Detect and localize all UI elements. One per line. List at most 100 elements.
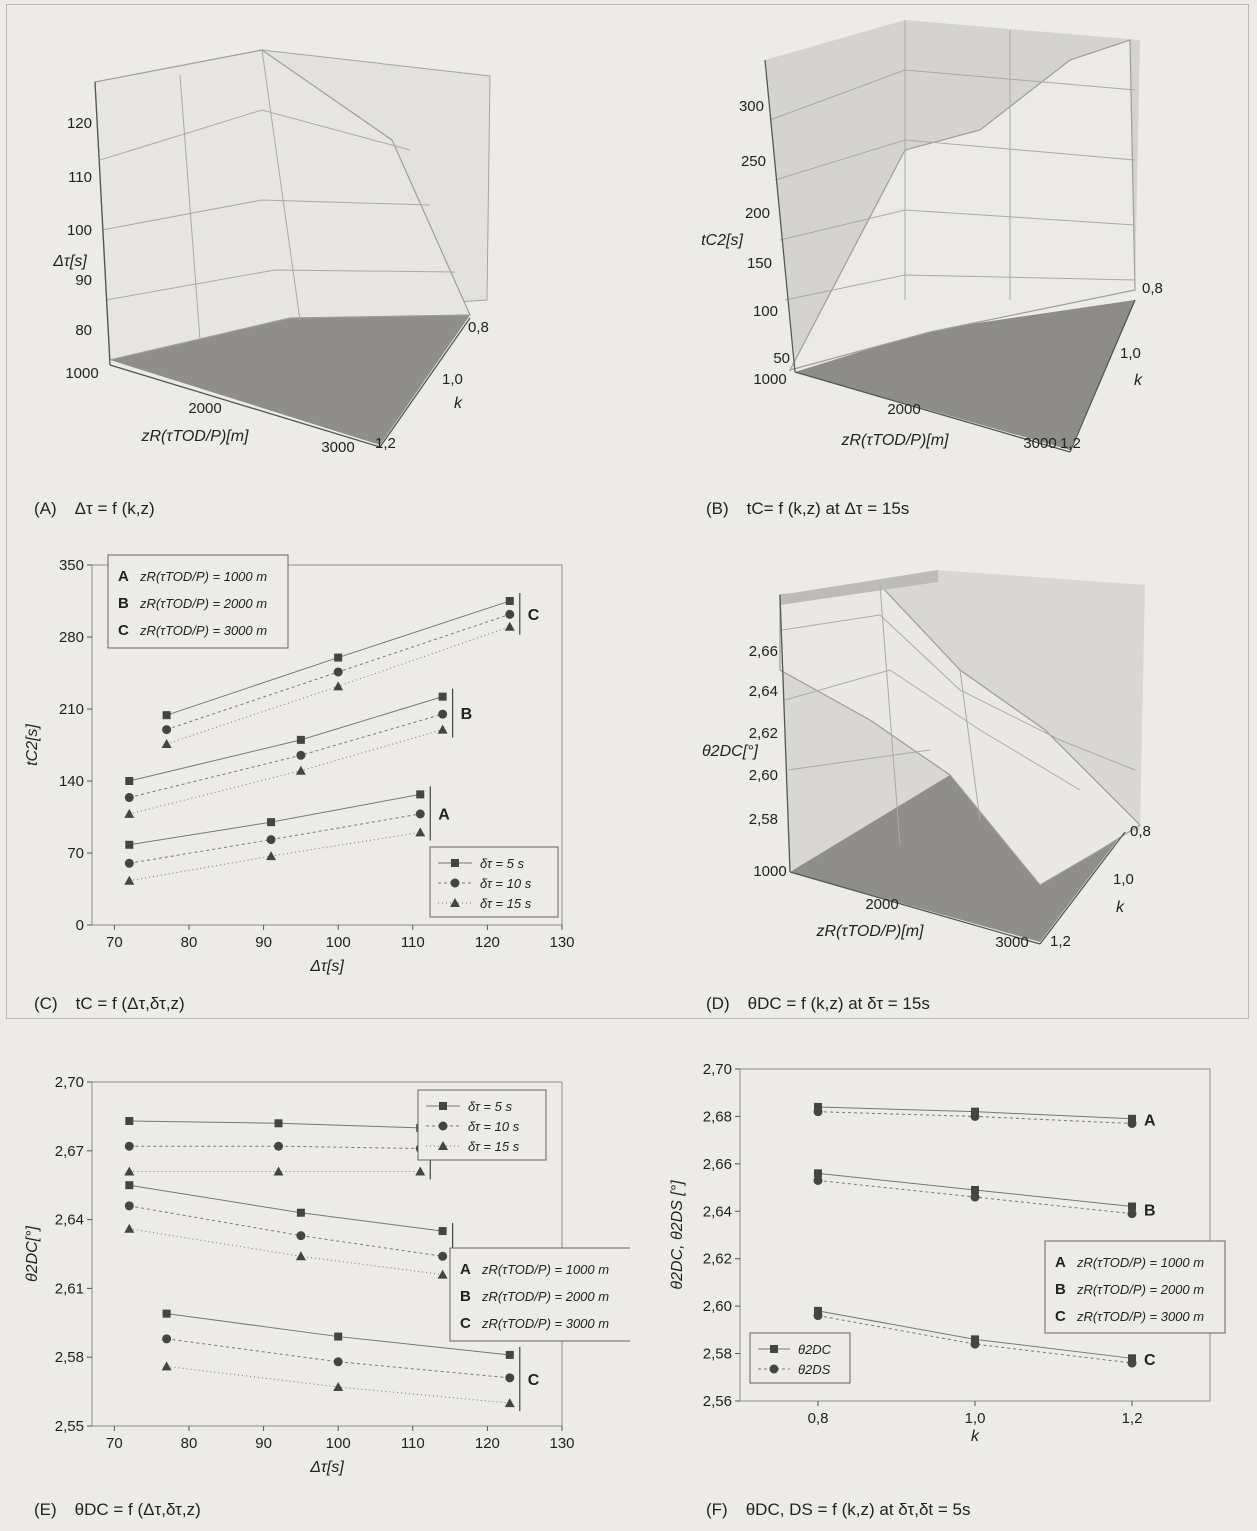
chart-c-point-triangle bbox=[124, 875, 135, 885]
chart-e-legend-marker bbox=[438, 1141, 448, 1150]
chart-c-group-legend-entry: zR(τTOD/P) = 1000 m bbox=[139, 569, 267, 584]
chart-f-y-tick: 2,66 bbox=[703, 1156, 732, 1173]
chart-b-x-tick: 2000 bbox=[887, 401, 920, 418]
chart-b-y-tick: 1,2 bbox=[1060, 435, 1081, 452]
chart-c-point-triangle bbox=[161, 738, 172, 748]
chart-e-point-circle bbox=[333, 1357, 343, 1367]
chart-c-group-legend-key: A bbox=[118, 568, 129, 585]
chart-c-point-square bbox=[296, 735, 305, 744]
chart-d-z-label: θ2DC[°] bbox=[702, 743, 759, 760]
chart-e-x-tick: 70 bbox=[106, 1435, 123, 1452]
caption-e-text: θDC = f (Δτ,δτ,z) bbox=[74, 1500, 201, 1519]
chart-c-x-tick: 70 bbox=[106, 934, 123, 951]
chart-f-y-tick: 2,64 bbox=[703, 1203, 732, 1220]
chart-f-y-tick: 2,68 bbox=[703, 1108, 732, 1125]
chart-b-z-tick: 300 bbox=[739, 98, 764, 115]
chart-c-group-tag: B bbox=[461, 706, 473, 723]
caption-b-id: (B) bbox=[706, 499, 729, 518]
chart-e-x-label: Δτ[s] bbox=[309, 1459, 344, 1476]
chart-d-x-label: zR(τTOD/P)[m] bbox=[815, 923, 924, 940]
caption-a-text: Δτ = f (k,z) bbox=[74, 499, 155, 518]
chart-c-point-circle bbox=[415, 809, 425, 819]
chart-e-group-legend-key: A bbox=[460, 1261, 471, 1278]
chart-c-group-tag: C bbox=[528, 607, 540, 624]
chart-e-point-square bbox=[505, 1350, 514, 1359]
chart-b-y-label: k bbox=[1134, 372, 1143, 389]
chart-f-marker-legend-box bbox=[749, 1332, 851, 1384]
chart-e-point-triangle bbox=[124, 1166, 135, 1176]
chart-e-point-triangle bbox=[273, 1166, 284, 1176]
chart-c-series-line bbox=[129, 696, 443, 782]
chart-d-surface: 2,58 2,60 2,62 2,64 2,66 1000 2000 3000 0,8 1,0 1,… bbox=[702, 570, 1151, 951]
chart-c-plot: 0 70 140 210 280 350 70 80 90 100 110 120 130 Δτ[s] tC… bbox=[24, 554, 575, 975]
chart-c-point-circle bbox=[438, 709, 448, 719]
chart-f-point-square bbox=[1128, 1202, 1136, 1211]
chart-f-point-circle bbox=[813, 1107, 823, 1117]
chart-c-point-triangle bbox=[333, 681, 344, 691]
caption-f-text: θDC, DS = f (k,z) at δτ,δt = 5s bbox=[745, 1500, 971, 1519]
chart-e-group-legend-key: C bbox=[460, 1315, 471, 1332]
caption-d-id: (D) bbox=[706, 994, 730, 1013]
chart-b-floor bbox=[795, 300, 1135, 450]
chart-b-x-tick: 1000 bbox=[753, 371, 786, 388]
chart-b-surface-sheet bbox=[788, 39, 1136, 371]
chart-e-point-square bbox=[334, 1332, 343, 1341]
chart-f-x-label: k bbox=[971, 1428, 980, 1445]
chart-e-group-legend-entry: zR(τTOD/P) = 2000 m bbox=[481, 1289, 609, 1304]
chart-c-legend-marker bbox=[450, 898, 460, 907]
chart-a-y-tick: 1,0 bbox=[442, 371, 463, 388]
chart-f-point-square bbox=[814, 1306, 822, 1315]
figure-frame bbox=[6, 4, 1249, 1019]
chart-e-point-circle bbox=[124, 1141, 134, 1151]
chart-e-y-tick: 2,55 bbox=[55, 1418, 84, 1435]
chart-a-z-tick: 90 bbox=[75, 272, 92, 289]
chart-c-y-tick: 0 bbox=[76, 917, 84, 934]
chart-e-point-circle bbox=[162, 1334, 172, 1344]
chart-f-point-square bbox=[1128, 1354, 1136, 1363]
chart-f-point-circle bbox=[1127, 1209, 1137, 1219]
chart-c-legend-entry: δτ = 10 s bbox=[480, 876, 532, 891]
chart-c-point-square bbox=[334, 653, 343, 662]
chart-f-x-tick: 0,8 bbox=[808, 1410, 829, 1427]
chart-d-z-tick: 2,58 bbox=[749, 811, 778, 828]
chart-e-point-triangle bbox=[124, 1223, 135, 1233]
chart-c-point-circle bbox=[333, 667, 343, 677]
chart-c-point-triangle bbox=[124, 808, 135, 818]
caption-e-id: (E) bbox=[34, 1500, 57, 1519]
caption-d-text: θDC = f (k,z) at δτ = 15s bbox=[747, 994, 930, 1013]
caption-d: (D) θDC = f (k,z) at δτ = 15s bbox=[706, 994, 930, 1014]
chart-f-point-square bbox=[814, 1102, 822, 1111]
chart-c-point-triangle bbox=[266, 851, 277, 861]
caption-b-text: tC= f (k,z) at Δτ = 15s bbox=[746, 499, 910, 518]
chart-e-point-square bbox=[438, 1227, 447, 1236]
chart-b-z-tick: 200 bbox=[745, 205, 770, 222]
chart-e-group-legend-entry: zR(τTOD/P) = 1000 m bbox=[481, 1262, 609, 1277]
chart-a-x-tick: 2000 bbox=[188, 400, 221, 417]
chart-e-x-tick: 80 bbox=[181, 1435, 198, 1452]
chart-d-top-strip bbox=[780, 570, 938, 605]
chart-c-point-square bbox=[505, 597, 514, 605]
chart-d-y-label: k bbox=[1116, 899, 1125, 916]
chart-f-group-legend-key: B bbox=[1055, 1281, 1066, 1298]
chart-e-series-line bbox=[129, 1205, 443, 1257]
chart-c-point-circle bbox=[124, 858, 134, 868]
chart-e-point-square bbox=[125, 1116, 134, 1125]
chart-f-point-circle bbox=[1127, 1358, 1137, 1368]
chart-a-y-label: k bbox=[454, 395, 463, 412]
chart-f-y-tick: 2,70 bbox=[703, 1061, 732, 1078]
chart-c-point-triangle bbox=[295, 765, 306, 775]
chart-e-legend-marker bbox=[438, 1121, 448, 1131]
chart-f-group-legend-entry: zR(τTOD/P) = 3000 m bbox=[1076, 1309, 1204, 1324]
chart-f-group-legend-entry: zR(τTOD/P) = 2000 m bbox=[1076, 1282, 1204, 1297]
chart-e-point-triangle bbox=[437, 1269, 448, 1279]
chart-f-point-square bbox=[971, 1185, 979, 1194]
chart-f-point-circle bbox=[970, 1339, 980, 1349]
chart-c-plot-area bbox=[91, 564, 563, 926]
chart-f-point-square bbox=[814, 1169, 822, 1178]
chart-c-series-line bbox=[129, 713, 443, 798]
chart-f-legend-entry: θ2DS bbox=[798, 1362, 831, 1377]
chart-f-point-circle bbox=[970, 1111, 980, 1121]
caption-a-id: (A) bbox=[34, 499, 57, 518]
chart-b-z-tick: 150 bbox=[747, 255, 772, 272]
